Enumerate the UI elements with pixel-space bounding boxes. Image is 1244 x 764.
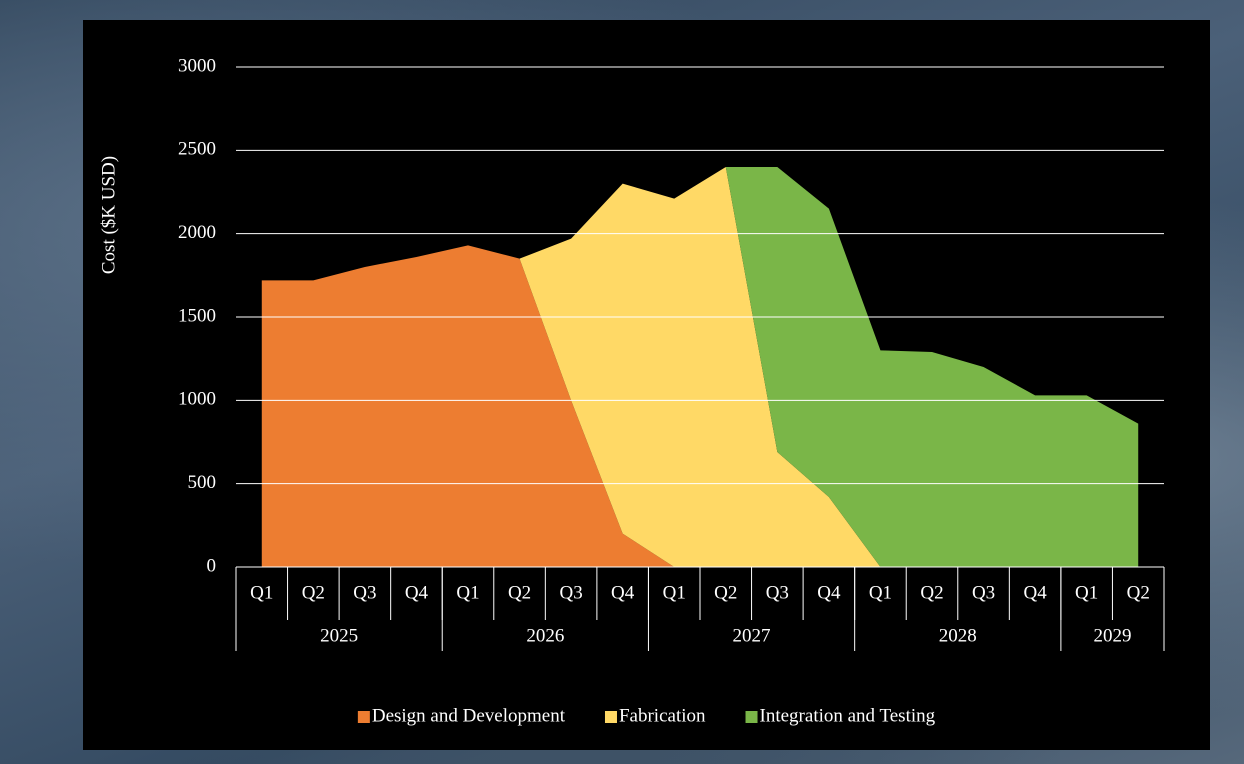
x-tick-label: Q2	[920, 582, 943, 603]
area	[261, 167, 1139, 567]
x-tick-label: Q4	[1023, 582, 1047, 603]
y-tick-label: 1000	[178, 389, 216, 410]
x-tick-label: Q3	[766, 582, 789, 603]
legend-label: Integration and Testing	[760, 705, 936, 726]
x-tick-label: Q1	[456, 582, 479, 603]
x-tick-label: Q3	[559, 582, 582, 603]
x-tick-label: Q4	[611, 582, 635, 603]
x-group-label: 2025	[320, 625, 358, 646]
y-tick-label: 0	[207, 555, 217, 576]
legend: Design and Development Fabrication Integra…	[357, 705, 936, 726]
y-tick-label: 500	[188, 472, 217, 493]
x-tick-label: Q1	[250, 582, 273, 603]
x-group-label: 2027	[733, 625, 771, 646]
area	[261, 245, 1139, 568]
x-group-label: 2029	[1093, 625, 1131, 646]
x-group-label: 2026	[526, 625, 564, 646]
x-tick-label: Q4	[817, 582, 841, 603]
x-tick-label: Q1	[663, 582, 686, 603]
y-tick-label: 1500	[178, 305, 216, 326]
legend-swatch	[604, 711, 617, 723]
x-tick-label: Q2	[302, 582, 325, 603]
legend-swatch	[357, 711, 370, 723]
x-tick-label: Q3	[972, 582, 995, 603]
x-tick-label: Q2	[508, 582, 531, 603]
x-tick-label: Q1	[1075, 582, 1098, 603]
area	[261, 167, 1139, 567]
x-group-label: 2028	[939, 625, 977, 646]
y-tick-label: 2000	[178, 222, 216, 243]
x-tick-label: Q4	[405, 582, 429, 603]
x-tick-label: Q2	[1127, 582, 1150, 603]
y-tick-label: 3000	[178, 55, 216, 76]
legend-label: Fabrication	[619, 705, 706, 726]
legend-label: Design and Development	[372, 705, 566, 726]
x-tick-label: Q3	[353, 582, 376, 603]
y-axis-label: Cost ($K USD)	[98, 156, 119, 274]
legend-swatch	[745, 711, 758, 723]
y-tick-label: 2500	[178, 139, 216, 160]
plot-area	[261, 167, 1139, 568]
x-tick-label: Q2	[714, 582, 737, 603]
x-tick-label: Q1	[869, 582, 892, 603]
